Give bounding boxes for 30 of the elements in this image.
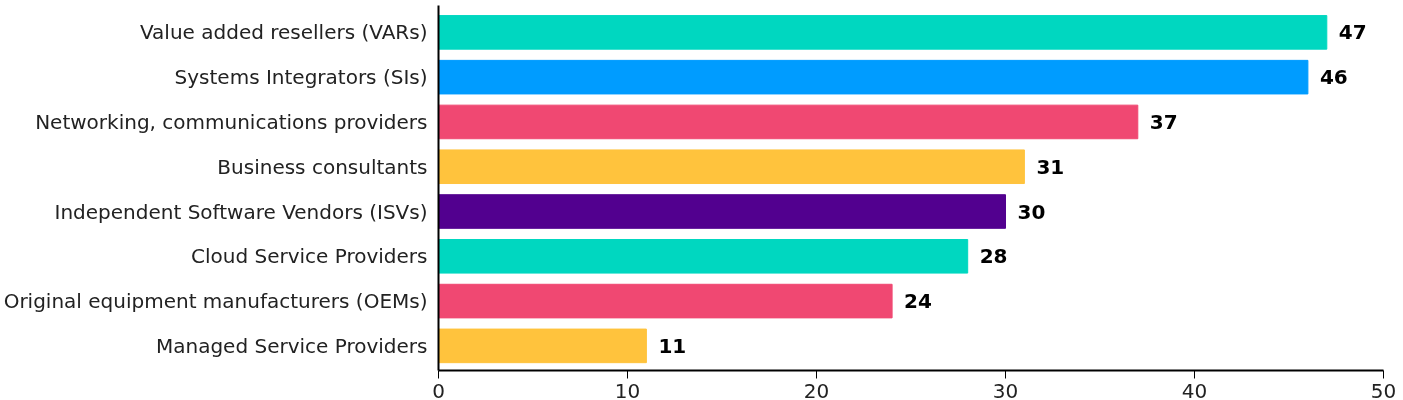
bar <box>438 59 1309 95</box>
bar <box>438 149 1025 185</box>
x-tick-label: 40 <box>1181 378 1208 400</box>
x-tick-label: 30 <box>992 378 1019 400</box>
y-tick-label: Business consultants <box>217 154 428 179</box>
y-tick-label: Networking, communications providers <box>35 109 428 134</box>
y-tick-label: Systems Integrators (SIs) <box>174 65 428 90</box>
bar <box>438 104 1139 140</box>
y-tick-label: Cloud Service Providers <box>190 244 428 269</box>
data-label: 30 <box>1017 199 1046 224</box>
x-tick-label: 0 <box>432 378 445 400</box>
bar <box>438 194 1006 229</box>
bar <box>438 15 1328 50</box>
y-tick-label: Original equipment manufacturers (OEMs) <box>3 289 428 314</box>
data-label: 11 <box>658 333 687 358</box>
x-tick-label: 20 <box>803 378 830 400</box>
data-label: 46 <box>1319 65 1348 90</box>
data-label: 28 <box>979 244 1008 269</box>
data-label: 37 <box>1149 109 1178 134</box>
y-tick-label: Managed Service Providers <box>155 333 428 358</box>
bar <box>438 283 893 319</box>
y-tick-label: Independent Software Vendors (ISVs) <box>54 199 428 224</box>
data-label: 24 <box>904 289 932 314</box>
bar <box>438 239 969 274</box>
data-label: 47 <box>1338 20 1367 45</box>
data-label: 31 <box>1036 154 1065 179</box>
x-tick-label: 50 <box>1370 378 1397 400</box>
x-tick-label: 10 <box>614 378 641 400</box>
y-tick-label: Value added resellers (VARs) <box>139 20 428 45</box>
bar <box>438 328 647 364</box>
